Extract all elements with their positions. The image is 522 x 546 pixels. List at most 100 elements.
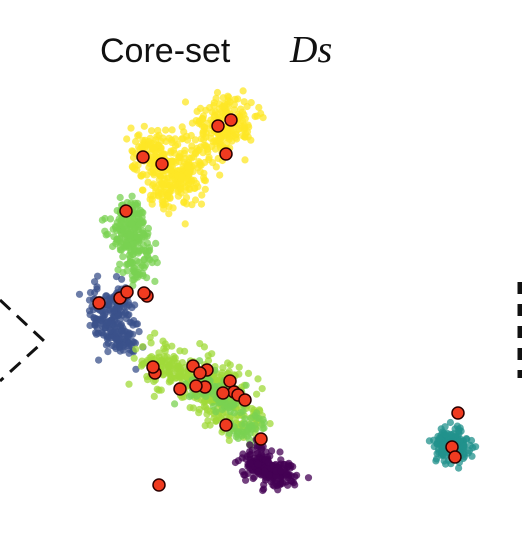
cluster-point (185, 184, 193, 192)
cluster-point (230, 106, 239, 114)
cluster-point (206, 421, 214, 429)
cluster-point (104, 318, 112, 326)
cluster-point (155, 349, 163, 357)
cluster-point (246, 459, 254, 467)
cluster-point (240, 98, 248, 106)
cluster-point (212, 408, 220, 416)
cluster-point (181, 347, 189, 355)
cluster-point (204, 352, 212, 360)
cluster-point (135, 131, 143, 139)
cluster-point (178, 123, 186, 131)
cluster-point (165, 378, 173, 386)
cluster-point (184, 169, 192, 177)
cluster-point (146, 256, 154, 264)
cluster-point (247, 99, 255, 107)
cluster-point (246, 441, 254, 449)
cluster-point (104, 348, 112, 356)
cluster-point (244, 369, 253, 377)
left-dashed-shape (0, 298, 47, 383)
cluster-point (442, 431, 450, 439)
cluster-point (247, 136, 255, 144)
cluster-point (133, 202, 141, 210)
cluster-point (130, 276, 138, 284)
cluster-point (186, 393, 194, 401)
cluster-point (200, 174, 208, 182)
cluster-point (113, 336, 121, 344)
cluster-point (234, 457, 242, 465)
cluster-point (91, 278, 99, 286)
cluster-point (277, 467, 285, 475)
cluster-point (201, 158, 209, 167)
cluster-point (242, 476, 250, 484)
cluster-point (199, 149, 207, 157)
cluster-point (146, 195, 154, 203)
cluster-point (157, 386, 165, 394)
cluster-point (192, 150, 200, 158)
cluster-point (127, 124, 135, 132)
cluster-point (239, 407, 247, 415)
cluster-point (219, 364, 227, 372)
cluster-point (304, 474, 313, 482)
cluster-point (95, 356, 103, 364)
cluster-point (167, 166, 175, 174)
cluster-point (177, 189, 185, 197)
cluster-point (203, 143, 211, 151)
cluster-point (135, 328, 143, 336)
cluster-point (455, 464, 463, 472)
cluster-point (156, 172, 164, 180)
cluster-point (143, 171, 151, 179)
cluster-point (128, 219, 136, 227)
cluster-point (159, 180, 167, 188)
cluster-point (118, 327, 126, 335)
cluster-point (120, 223, 128, 231)
cluster-point (230, 409, 238, 417)
cluster-point (138, 142, 146, 150)
core-set-point (119, 204, 133, 218)
cluster-point (113, 218, 121, 226)
cluster-point (212, 417, 220, 425)
cluster-point (456, 424, 464, 432)
cluster-point (165, 210, 173, 218)
cluster-point (460, 442, 468, 450)
cluster-point (238, 421, 246, 429)
cluster-point (237, 105, 245, 113)
cluster-point (116, 260, 124, 268)
cluster-point (132, 365, 140, 373)
cluster-point (293, 471, 301, 479)
cluster-point (170, 149, 178, 157)
cluster-point (223, 139, 231, 147)
cluster-point (432, 457, 440, 465)
cluster-point (216, 113, 224, 121)
cluster-point (139, 229, 147, 237)
cluster-point (195, 119, 203, 128)
core-set-point (193, 366, 207, 380)
cluster-point (197, 200, 206, 208)
cluster-point (272, 480, 280, 488)
cluster-point (175, 373, 183, 381)
cluster-point (120, 303, 128, 311)
cluster-point (119, 342, 127, 350)
cluster-point (152, 239, 160, 247)
cluster-point (239, 450, 247, 458)
cluster-point (253, 112, 261, 120)
cluster-point (129, 240, 137, 248)
cluster-point (189, 404, 197, 412)
cluster-point (119, 253, 127, 261)
cluster-point (90, 314, 98, 322)
cluster-point (146, 333, 154, 342)
core-set-point (224, 113, 238, 127)
cluster-point (235, 363, 243, 371)
core-set-point (451, 406, 465, 420)
cluster-point (213, 88, 222, 97)
cluster-point (211, 108, 219, 116)
cluster-point (114, 266, 122, 274)
cluster-point (212, 94, 220, 102)
cluster-point (234, 434, 242, 442)
cluster-point (240, 111, 248, 119)
cluster-point (196, 104, 205, 112)
core-set-point (152, 478, 166, 492)
cluster-point (217, 134, 225, 142)
cluster-point (171, 400, 179, 408)
cluster-point (85, 296, 94, 304)
cluster-point (195, 409, 203, 417)
